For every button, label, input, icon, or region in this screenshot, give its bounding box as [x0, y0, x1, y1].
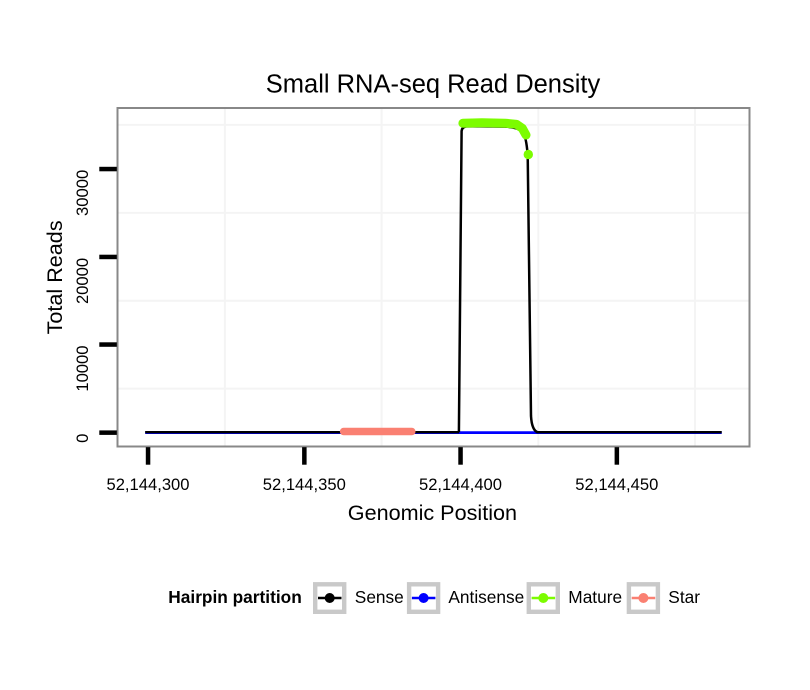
svg-text:Total Reads: Total Reads: [42, 220, 67, 334]
svg-text:Mature: Mature: [568, 587, 622, 607]
svg-text:Genomic Position: Genomic Position: [348, 500, 517, 525]
svg-text:10000: 10000: [73, 346, 92, 392]
svg-text:Antisense: Antisense: [448, 587, 524, 607]
svg-text:Small RNA-seq Read Density: Small RNA-seq Read Density: [266, 71, 601, 99]
svg-text:Star: Star: [668, 587, 700, 607]
svg-text:52,144,400: 52,144,400: [419, 475, 502, 494]
svg-text:0: 0: [73, 434, 92, 443]
svg-text:Hairpin partition: Hairpin partition: [168, 587, 301, 607]
svg-text:20000: 20000: [73, 258, 92, 304]
svg-text:52,144,300: 52,144,300: [106, 475, 189, 494]
svg-text:Sense: Sense: [355, 587, 404, 607]
svg-text:52,144,350: 52,144,350: [263, 475, 346, 494]
svg-text:52,144,450: 52,144,450: [575, 475, 658, 494]
svg-text:30000: 30000: [73, 170, 92, 216]
